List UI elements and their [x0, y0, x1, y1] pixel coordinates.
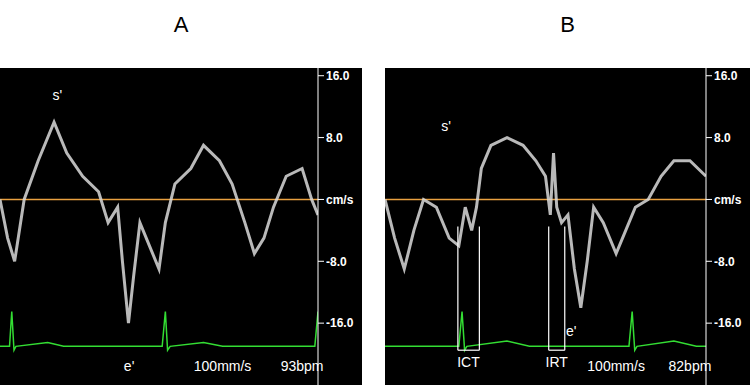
svg-text:16.0: 16.0	[714, 69, 738, 83]
svg-text:s': s'	[52, 87, 62, 103]
svg-text:cm/s: cm/s	[714, 193, 742, 207]
svg-text:100mm/s: 100mm/s	[194, 358, 252, 374]
svg-text:8.0: 8.0	[714, 131, 731, 145]
svg-text:-8.0: -8.0	[714, 255, 735, 269]
svg-text:s': s'	[441, 118, 451, 134]
svg-text:93bpm: 93bpm	[281, 358, 324, 374]
html-text:B: B	[560, 12, 575, 37]
svg-text:-16.0: -16.0	[714, 316, 742, 330]
svg-text:e': e'	[566, 323, 576, 339]
html-text:A: A	[173, 12, 189, 37]
svg-text:ICT: ICT	[457, 354, 480, 370]
svg-text:8.0: 8.0	[326, 131, 343, 145]
svg-text:82bpm: 82bpm	[669, 358, 712, 374]
svg-text:e': e'	[124, 358, 134, 374]
svg-text:16.0: 16.0	[326, 69, 350, 83]
svg-text:cm/s: cm/s	[326, 193, 354, 207]
svg-text:100mm/s: 100mm/s	[587, 358, 645, 374]
svg-text:IRT: IRT	[546, 354, 569, 370]
svg-text:-16.0: -16.0	[326, 316, 354, 330]
svg-text:-8.0: -8.0	[326, 255, 347, 269]
